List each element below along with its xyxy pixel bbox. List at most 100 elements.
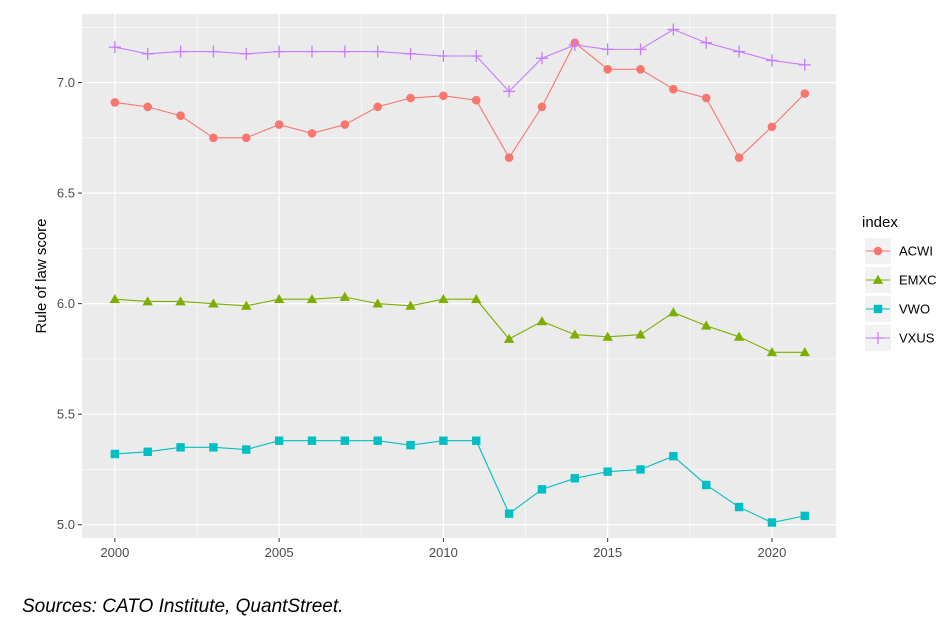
data-point-emxc [536, 316, 548, 326]
data-point-vwo [702, 480, 711, 490]
data-point-emxc [175, 296, 186, 306]
series-line-emxc [114, 296, 805, 353]
data-point-acwi [439, 91, 448, 101]
data-point-vxus [798, 58, 811, 71]
data-point-acwi [636, 64, 645, 74]
series-lines [114, 28, 806, 524]
series-line-vxus [114, 28, 805, 93]
data-point-acwi [143, 102, 153, 112]
data-point-vxus [108, 41, 121, 54]
data-point-vwo [406, 440, 415, 450]
data-point-vxus [568, 38, 581, 51]
legend-title: index [862, 214, 898, 231]
data-point-vwo [242, 445, 251, 454]
data-point-vwo [570, 474, 580, 483]
data-point-vwo [537, 485, 547, 494]
y-tick-label: 6.5 [57, 186, 75, 201]
data-point-emxc [569, 329, 581, 339]
data-point-emxc [109, 294, 121, 304]
data-point-vxus [437, 50, 450, 63]
data-point-vxus [733, 45, 746, 58]
data-point-vxus [535, 52, 548, 65]
legend: index ACWI EMXC VWO VXUS [862, 214, 937, 351]
data-point-acwi [209, 133, 218, 143]
data-point-vwo [209, 443, 218, 452]
legend-label-acwi: ACWI [899, 244, 933, 259]
data-point-acwi [307, 129, 317, 138]
series-line-vwo [114, 440, 805, 524]
legend-item-vxus: VXUS [865, 325, 935, 351]
data-point-vxus [141, 47, 154, 60]
data-point-acwi [176, 111, 185, 121]
data-point-acwi [800, 89, 810, 98]
x-tick-label: 2015 [593, 545, 622, 560]
x-tick-label: 2000 [100, 545, 129, 560]
data-point-vxus [700, 36, 713, 49]
x-tick-label: 2010 [429, 545, 458, 560]
data-point-vxus [765, 54, 778, 67]
tick-labels: 2000 2005 2010 2015 2020 5.0 5.5 6.0 6.5 7.0 [57, 75, 786, 560]
data-point-vxus [601, 43, 614, 56]
x-tick-label: 2020 [757, 545, 786, 560]
data-point-emxc [668, 307, 679, 317]
major-gridlines [82, 14, 836, 538]
data-point-vxus [634, 43, 647, 56]
rule-of-law-line-chart: 2000 2005 2010 2015 2020 5.0 5.5 6.0 6.5 7.0 Rule… [33, 14, 937, 560]
data-point-vxus [305, 45, 318, 58]
data-point-acwi [537, 102, 547, 112]
data-point-emxc [438, 294, 449, 304]
data-point-vxus [667, 23, 680, 36]
data-point-vxus [371, 45, 384, 58]
data-point-vwo [767, 518, 777, 527]
data-point-vwo [110, 449, 120, 459]
legend-key-marker [872, 274, 884, 284]
data-point-emxc [766, 347, 778, 357]
data-point-vwo [340, 436, 350, 445]
legend-item-acwi: ACWI [865, 238, 933, 264]
data-point-acwi [373, 102, 382, 112]
data-point-acwi [767, 122, 777, 132]
data-point-vxus [240, 47, 253, 60]
data-point-emxc [701, 320, 712, 330]
legend-item-emxc: EMXC [865, 267, 937, 293]
data-point-acwi [110, 98, 120, 107]
data-point-emxc [273, 294, 285, 304]
legend-key-marker [872, 332, 884, 344]
data-point-emxc [602, 331, 613, 341]
data-point-acwi [603, 64, 612, 74]
data-point-acwi [241, 133, 251, 143]
data-point-vwo [472, 436, 481, 445]
data-point-vwo [734, 502, 744, 512]
minor-gridlines [82, 14, 836, 538]
data-point-emxc [635, 329, 646, 339]
legend-key-marker [873, 246, 883, 256]
series-points [108, 23, 811, 527]
data-point-vxus [207, 45, 220, 58]
data-point-emxc [372, 298, 383, 308]
data-point-vwo [439, 436, 448, 445]
data-point-emxc [208, 298, 219, 308]
data-point-acwi [701, 93, 711, 103]
data-point-vxus [470, 50, 483, 63]
data-point-acwi [471, 95, 481, 105]
data-point-vwo [636, 465, 645, 474]
data-point-vwo [307, 436, 317, 445]
data-point-vxus [404, 47, 417, 60]
data-point-vxus [503, 85, 516, 98]
axis-ticks [78, 82, 773, 542]
plot-panel [82, 14, 836, 538]
data-point-vwo [143, 447, 152, 456]
data-point-vxus [174, 45, 187, 58]
source-caption: Sources: CATO Institute, QuantStreet. [22, 596, 344, 617]
data-point-acwi [504, 153, 514, 163]
data-point-emxc [799, 347, 810, 357]
data-point-emxc [339, 291, 351, 301]
y-tick-label: 5.0 [57, 517, 75, 532]
y-tick-label: 5.5 [57, 407, 75, 422]
y-tick-label: 7.0 [57, 75, 75, 90]
data-point-acwi [406, 93, 415, 103]
data-point-vwo [603, 467, 612, 476]
data-point-vwo [504, 509, 514, 518]
data-point-emxc [733, 331, 745, 341]
data-point-emxc [241, 300, 252, 310]
